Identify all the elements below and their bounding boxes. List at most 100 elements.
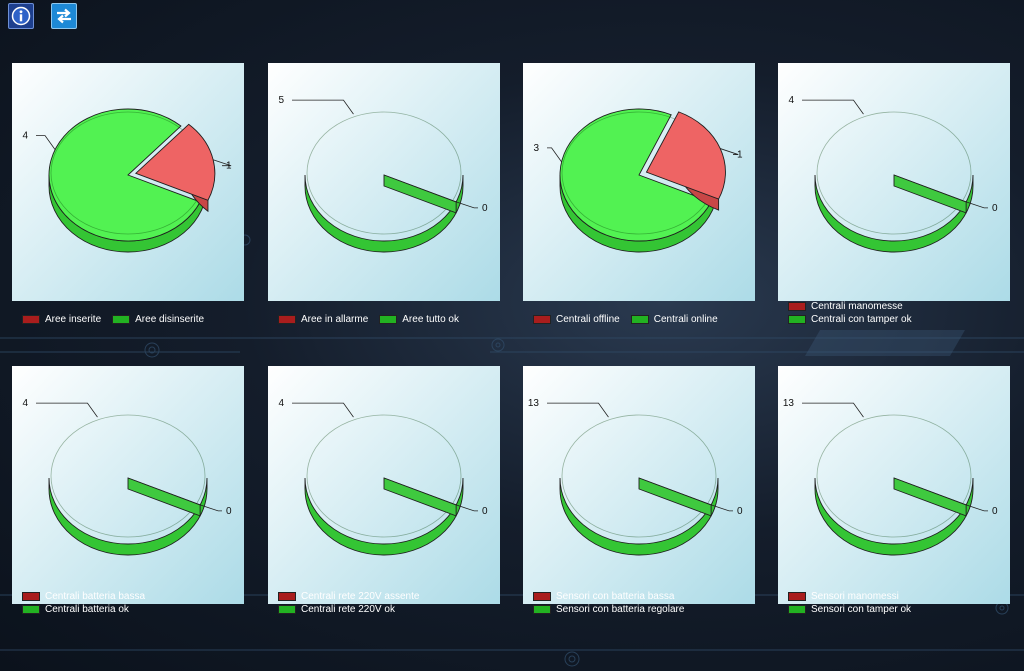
pie-highlight: [561, 414, 717, 538]
data-label-leader: [456, 504, 478, 512]
legend-swatch: [22, 315, 40, 324]
chart-legend: Centrali rete 220V assente Centrali rete …: [278, 590, 419, 616]
pie-highlight: [816, 111, 972, 235]
pie-slice-side: [48, 477, 208, 556]
legend-item: Sensori con batteria regolare: [533, 603, 684, 616]
data-label: 4: [22, 131, 28, 142]
info-button[interactable]: [8, 3, 34, 29]
data-label: 0: [992, 203, 998, 214]
legend-swatch: [788, 592, 806, 601]
pie-highlight: [816, 414, 972, 538]
legend-swatch: [278, 592, 296, 601]
pie-slice-Centrali online: [559, 108, 712, 242]
legend-label: Aree tutto ok: [402, 314, 459, 325]
data-label-leader: [36, 402, 98, 418]
legend-swatch: [788, 315, 806, 324]
legend-swatch: [379, 315, 398, 324]
data-label-leader: [802, 402, 864, 418]
legend-item: Centrali offline: [533, 313, 620, 326]
chart-panel-sensori-batteria: 0 13: [523, 366, 755, 604]
pie-highlight: [306, 111, 462, 235]
pie-chart: 05: [268, 63, 500, 301]
legend-item: Aree inserite: [22, 313, 101, 326]
legend-label: Sensori con batteria bassa: [556, 591, 675, 602]
pie-chart: 13: [523, 63, 755, 301]
data-label-leader: [966, 504, 988, 512]
data-label-leader: [547, 402, 609, 418]
legend-swatch: [788, 605, 806, 614]
pie-chart: 0 13: [778, 366, 1010, 604]
pie-zero-slice-edge: [383, 174, 457, 214]
pie-zero-slice-edge: [127, 477, 201, 517]
legend-item: Sensori manomessi: [788, 590, 911, 603]
legend-item: Centrali rete 220V ok: [278, 603, 419, 616]
legend-label: Centrali batteria bassa: [45, 591, 146, 602]
legend-swatch: [533, 315, 551, 324]
data-label-leader: [966, 201, 988, 209]
legend-swatch: [788, 302, 806, 311]
legend-swatch: [533, 592, 551, 601]
data-label: 1: [226, 161, 232, 172]
legend-swatch: [630, 315, 649, 324]
chart-legend: Centrali batteria bassa Centrali batteria…: [22, 590, 145, 616]
legend-label: Centrali offline: [556, 314, 620, 325]
pie-slice-side: [304, 477, 464, 556]
pie-chart: 04: [12, 366, 244, 604]
legend-label: Centrali rete 220V ok: [301, 604, 395, 615]
data-label-leader: [212, 159, 232, 167]
data-label: 5: [278, 95, 284, 106]
legend-label: Centrali batteria ok: [45, 604, 129, 615]
data-label-leader: [200, 504, 222, 512]
data-label: 1: [737, 150, 743, 161]
data-label-leader: [711, 504, 733, 512]
legend-item: Sensori con tamper ok: [788, 603, 911, 616]
legend-swatch: [112, 315, 131, 324]
data-label-leader: [292, 99, 354, 115]
legend-item: Aree disinserite: [112, 313, 204, 326]
data-label: 4: [22, 398, 28, 409]
data-label-leader: [456, 201, 478, 209]
legend-label: Sensori con batteria regolare: [556, 604, 685, 615]
legend-swatch: [278, 605, 296, 614]
legend-label: Aree in allarme: [301, 314, 369, 325]
pie-zero-slice-edge: [638, 477, 712, 517]
chart-panel-sensori-manomessi: 0 13: [778, 366, 1010, 604]
legend-label: Centrali con tamper ok: [811, 314, 912, 325]
pie-zero-slice-edge: [893, 174, 967, 214]
pie-slice-side: [304, 174, 464, 253]
data-label: 0: [482, 506, 488, 517]
pie-slice-side: [814, 174, 974, 253]
legend-label: Aree disinserite: [135, 314, 205, 325]
data-label: 0: [737, 506, 743, 517]
pie-highlight: [306, 414, 462, 538]
data-label-leader: [547, 147, 562, 163]
legend-item: Centrali con tamper ok: [788, 313, 912, 326]
switch-arrows-icon: [57, 8, 71, 24]
data-label-leader: [802, 99, 864, 115]
legend-item: Centrali rete 220V assente: [278, 590, 419, 603]
pie-slice-side: [814, 477, 974, 556]
chart-legend: Centrali offline Centrali online: [533, 313, 729, 326]
legend-item: Centrali online: [630, 313, 718, 326]
legend-item: Aree tutto ok: [379, 313, 459, 326]
info-icon: [11, 6, 31, 26]
pie-chart: 14: [12, 63, 244, 301]
legend-swatch: [22, 592, 40, 601]
pie-zero-slice-edge: [893, 477, 967, 517]
data-label-leader: [292, 402, 354, 418]
chart-legend: Centrali manomesse Centrali con tamper ok: [788, 300, 912, 326]
pie-zero-slice-edge: [383, 477, 457, 517]
chart-legend: Aree inserite Aree disinserite: [22, 313, 215, 326]
data-label: 13: [528, 398, 540, 409]
legend-swatch: [533, 605, 551, 614]
data-label-leader: [36, 135, 56, 150]
pie-chart: 04: [268, 366, 500, 604]
pie-slice-side: [559, 477, 719, 556]
legend-item: Aree in allarme: [278, 313, 368, 326]
switch-view-button[interactable]: [51, 3, 77, 29]
